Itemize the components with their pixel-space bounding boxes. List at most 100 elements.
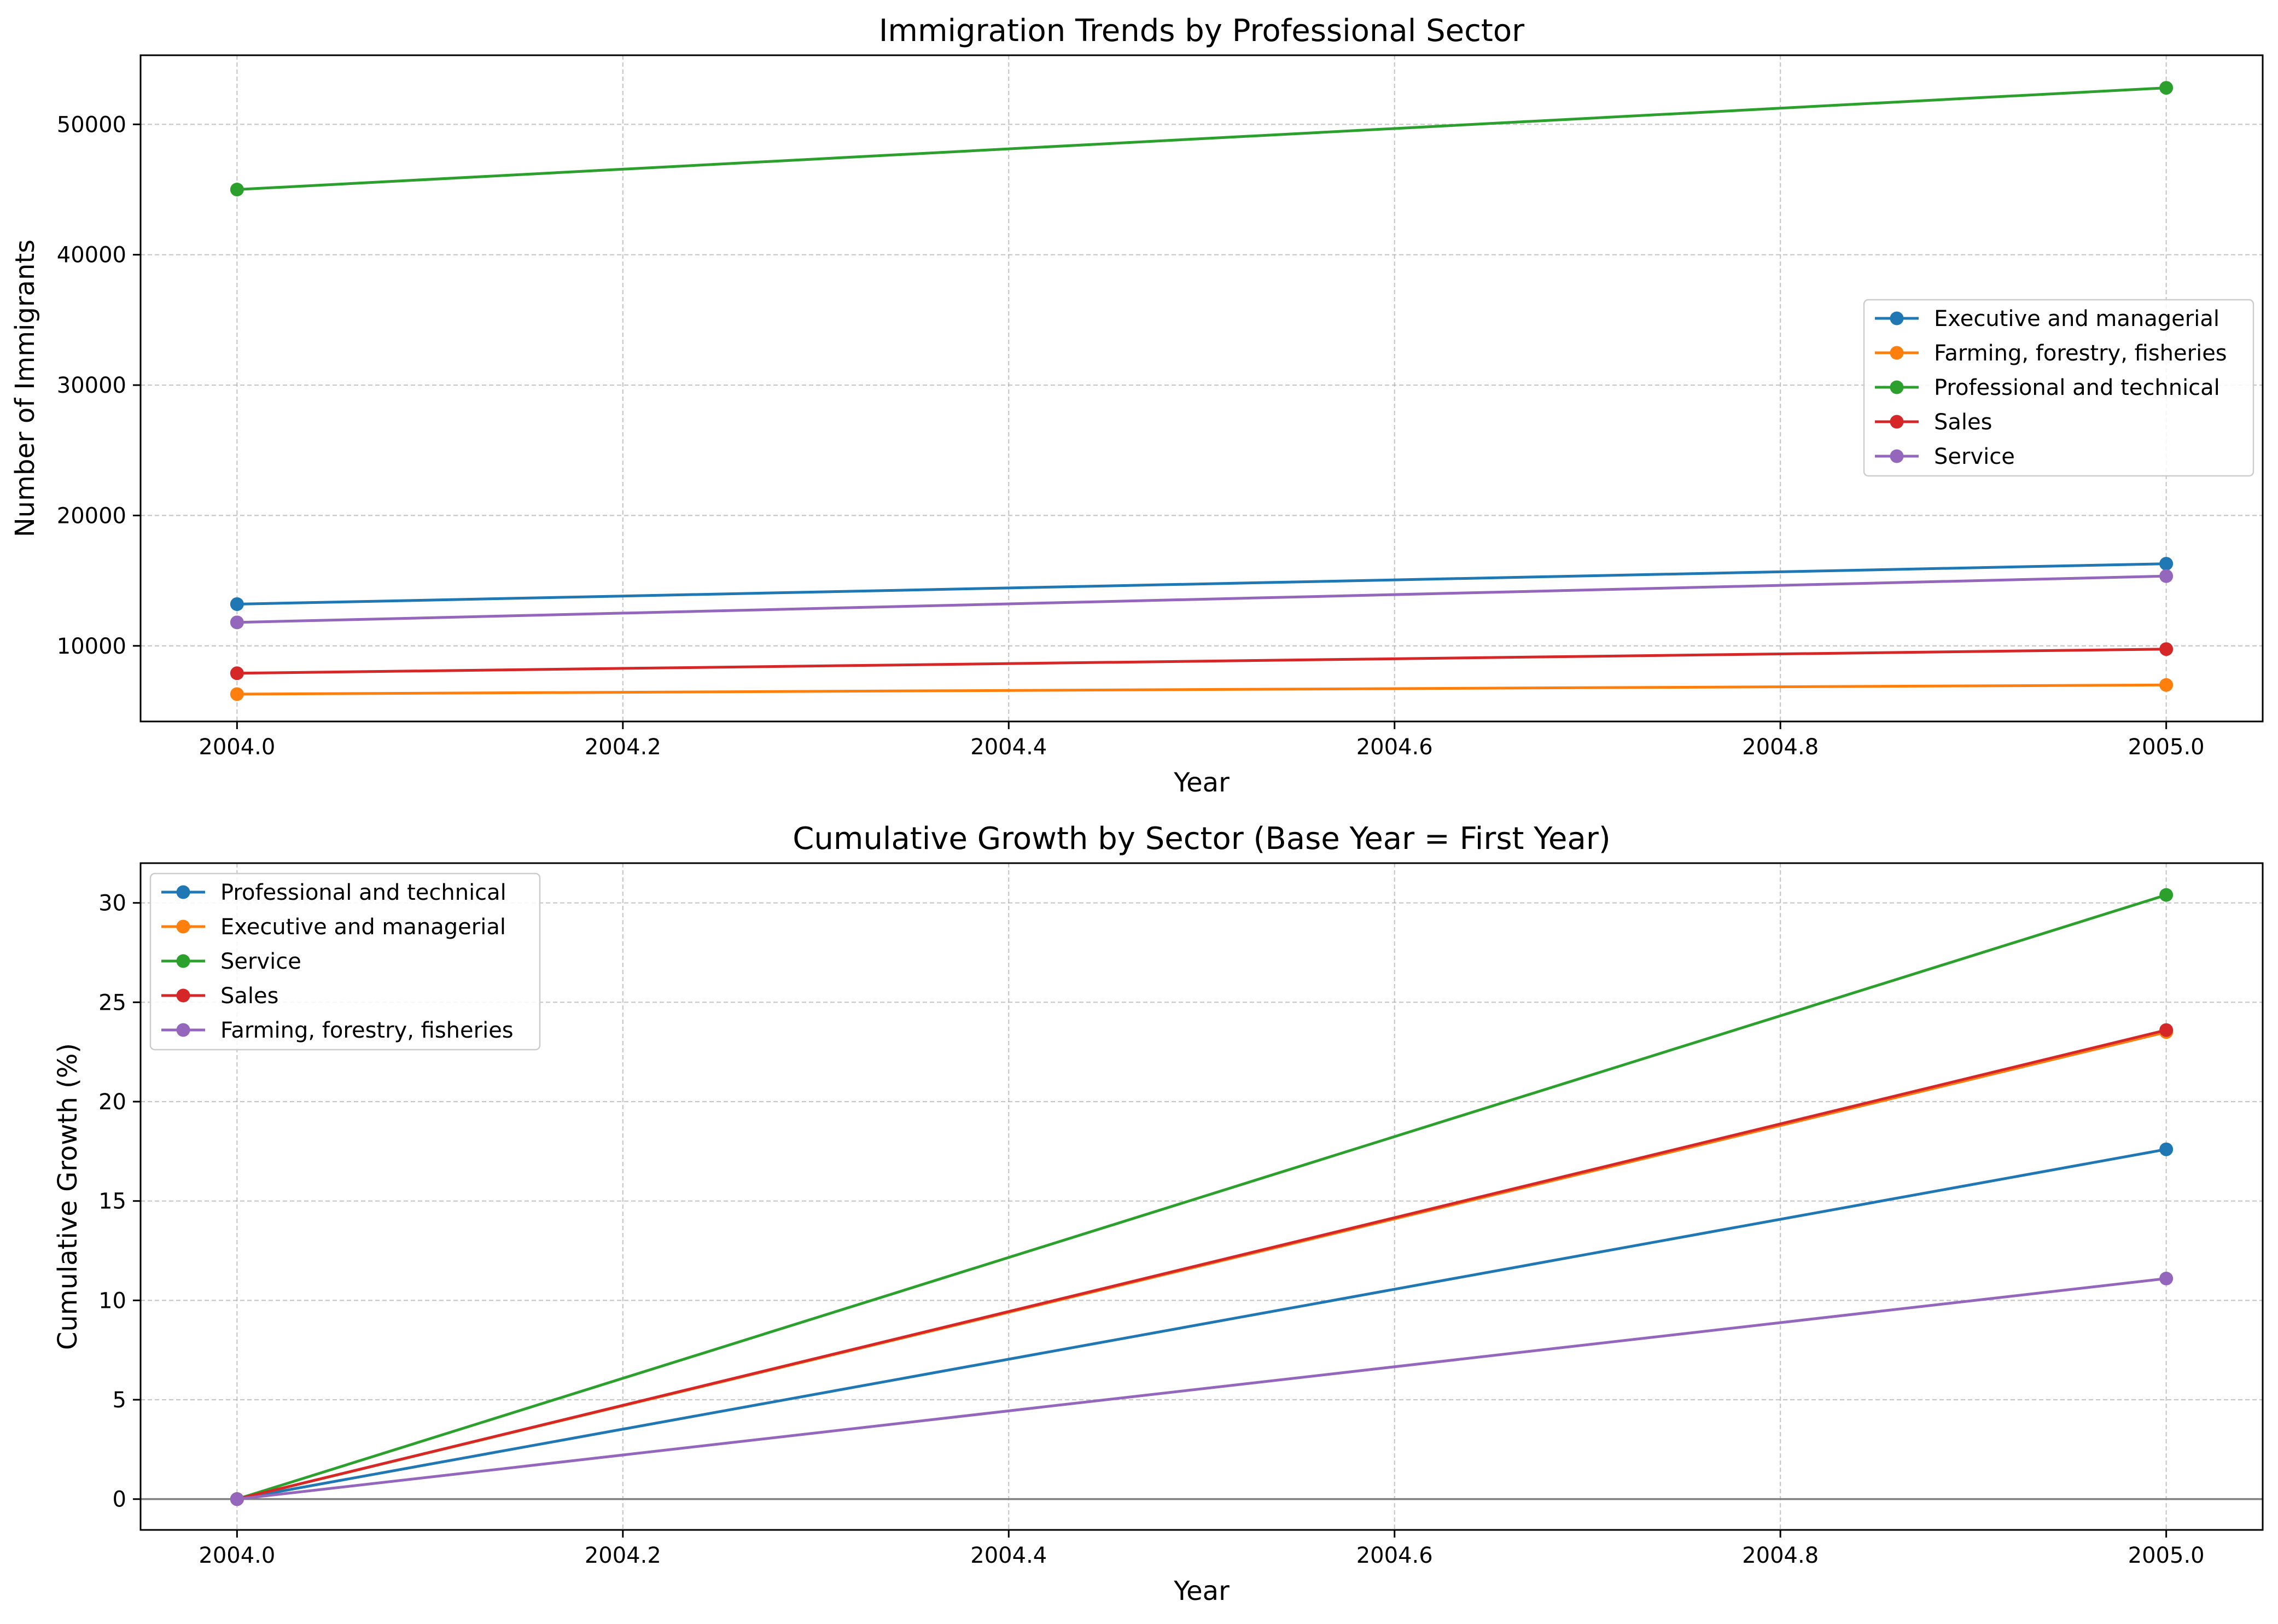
chart-title: Immigration Trends by Professional Secto… (879, 13, 1525, 49)
y-tick-label: 10000 (57, 634, 126, 659)
legend-entry: Professional and technical (1875, 375, 2220, 400)
legend-label: Professional and technical (1934, 375, 2220, 400)
legend: Executive and managerial Farming, forestr… (1863, 299, 2254, 477)
series-line (236, 1148, 2167, 1501)
y-tick-label: 40000 (57, 243, 126, 268)
x-tick-label: 2004.4 (970, 1543, 1047, 1568)
y-axis-label: Number of Immigrants (10, 240, 40, 537)
legend-label: Service (1934, 444, 2015, 469)
x-tick-label: 2004.8 (1742, 735, 1819, 760)
y-tick-label: 10 (98, 1288, 126, 1313)
series-line (236, 893, 2167, 1501)
data-point (2159, 642, 2174, 656)
legend-marker (176, 1023, 190, 1037)
y-tick-label: 50000 (57, 112, 126, 137)
x-tick-label: 2004.8 (1742, 1543, 1819, 1568)
legend-marker (1890, 311, 1904, 325)
legend-marker (1890, 380, 1904, 394)
legend-entry: Executive and managerial (1875, 306, 2219, 331)
series-line (237, 648, 2166, 675)
y-tick-label: 30000 (57, 373, 126, 398)
data-point (230, 1492, 244, 1506)
legend-label: Farming, forestry, fisheries (1934, 341, 2227, 366)
x-tick-label: 2004.0 (199, 735, 275, 760)
legend-marker (176, 988, 190, 1003)
data-point (2159, 557, 2174, 571)
data-point (2159, 1023, 2174, 1037)
x-axis-label: Year (1173, 767, 1230, 798)
y-tick-label: 30 (98, 891, 126, 916)
data-point (230, 666, 244, 680)
x-tick-label: 2004.4 (970, 735, 1047, 760)
x-tick-label: 2004.6 (1356, 735, 1433, 760)
data-point (230, 597, 244, 611)
series-line (237, 574, 2166, 624)
data-point (2159, 1142, 2174, 1156)
y-tick-label: 25 (98, 990, 126, 1015)
y-tick-label: 20 (98, 1090, 126, 1115)
x-tick-label: 2004.2 (585, 735, 661, 760)
legend-marker (176, 954, 190, 968)
legend-box (149, 872, 541, 1051)
legend-marker (1890, 415, 1904, 429)
series-5 (230, 569, 2174, 630)
legend-label: Sales (220, 983, 278, 1009)
legend-entry: Farming, forestry, fisheries (161, 1018, 514, 1043)
legend-entry: Professional and technical (161, 880, 506, 905)
series-1 (230, 557, 2174, 611)
legend-box (1863, 299, 2254, 477)
series-line (237, 683, 2166, 696)
x-tick-label: 2004.2 (585, 1543, 661, 1568)
x-tick-label: 2005.0 (2128, 1543, 2205, 1568)
axes-frame (139, 54, 2264, 723)
data-point (2159, 678, 2174, 692)
series-line (236, 1028, 2167, 1501)
series-line (237, 1277, 2166, 1501)
legend-label: Sales (1934, 410, 1992, 435)
chart-panel-1: 2004.0 2004.2 2004.4 2004.6 2004.8 2005.0 1000… (10, 13, 2264, 798)
legend-entry: Sales (1875, 410, 1992, 435)
y-axis-label: Cumulative Growth (%) (53, 1043, 83, 1350)
data-point (2159, 569, 2174, 583)
legend-entry: Executive and managerial (161, 915, 506, 940)
legend-entry: Farming, forestry, fisheries (1875, 341, 2227, 366)
y-tick-label: 15 (98, 1189, 126, 1214)
legend-marker (176, 919, 190, 934)
data-point (2159, 81, 2174, 95)
legend-marker (176, 885, 190, 899)
x-tick-label: 2004.6 (1356, 1543, 1433, 1568)
axes-frame (139, 862, 2264, 1531)
series-5 (230, 1271, 2174, 1506)
legend-label: Executive and managerial (1934, 306, 2219, 331)
legend-entry: Service (161, 949, 301, 974)
series-3 (230, 81, 2174, 197)
data-point (230, 615, 244, 630)
legend-label: Service (220, 949, 301, 974)
legend-label: Farming, forestry, fisheries (220, 1018, 514, 1043)
series-line (237, 562, 2166, 606)
legend-marker (1890, 346, 1904, 360)
y-tick-label: 5 (113, 1388, 126, 1413)
series-4 (230, 1023, 2174, 1506)
series-line (237, 86, 2166, 191)
legend-label: Executive and managerial (220, 915, 506, 940)
x-axis-label: Year (1173, 1576, 1230, 1606)
data-point (2159, 888, 2174, 902)
x-tick-label: 2005.0 (2128, 735, 2205, 760)
y-tick-label: 20000 (57, 503, 126, 528)
x-tick-label: 2004.0 (199, 1543, 275, 1568)
legend-entry: Service (1875, 444, 2015, 469)
series-4 (230, 642, 2174, 680)
y-tick-label: 0 (113, 1487, 126, 1512)
series-2 (230, 678, 2174, 701)
grid-lines (141, 55, 2263, 721)
data-point (230, 687, 244, 701)
legend: Professional and technical Executive and … (149, 872, 541, 1051)
chart-title: Cumulative Growth by Sector (Base Year =… (793, 821, 1610, 857)
data-point (230, 183, 244, 197)
legend-entry: Sales (161, 983, 278, 1009)
legend-marker (1890, 449, 1904, 463)
legend-label: Professional and technical (220, 880, 506, 905)
